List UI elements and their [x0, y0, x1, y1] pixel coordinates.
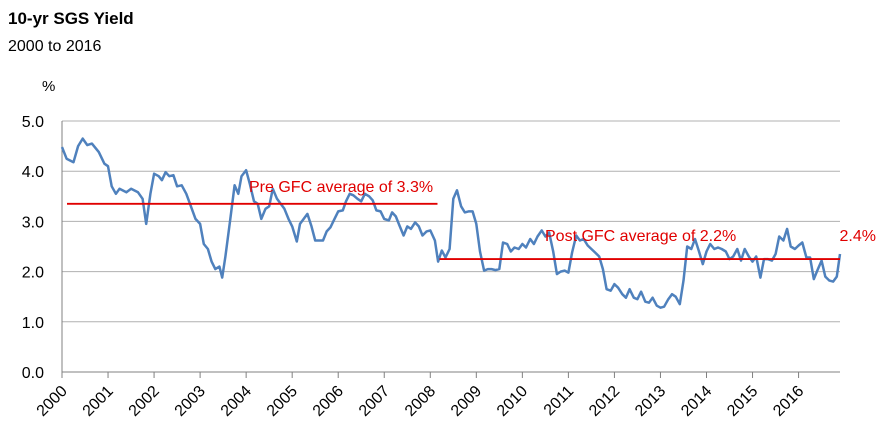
x-tick-label: 2009 — [448, 383, 485, 420]
y-tick-label: 2.0 — [22, 265, 44, 282]
x-tick-label: 2008 — [402, 383, 439, 420]
axes — [61, 121, 840, 378]
x-tick-label: 2005 — [264, 383, 301, 420]
x-tick-label: 2013 — [632, 383, 669, 420]
x-tick-label: 2016 — [770, 383, 807, 420]
y-tick-label: 0.0 — [22, 365, 44, 382]
x-tick-label: 2002 — [126, 383, 163, 420]
x-tick-label: 2010 — [494, 383, 531, 420]
x-tick-label: 2003 — [172, 383, 209, 420]
x-tick-labels: 2000 2001 2002 2003 2004 2005 2006 2007 2008 2009… — [34, 383, 808, 420]
chart-subtitle: 2000 to 2016 — [8, 38, 102, 55]
x-tick-label: 2001 — [80, 383, 117, 420]
post-gfc-average-label: Post GFC average of 2.2% — [545, 228, 736, 245]
y-tick-label: 5.0 — [22, 114, 44, 131]
x-tick-label: 2011 — [541, 383, 577, 419]
y-tick-labels: 0.0 1.0 2.0 3.0 4.0 5.0 — [22, 114, 44, 382]
latest-value-label: 2.4% — [840, 228, 876, 245]
x-tick-label: 2012 — [586, 383, 623, 420]
x-tick-label: 2004 — [218, 383, 255, 420]
y-tick-label: 3.0 — [22, 214, 44, 231]
series-layer — [60, 137, 842, 309]
chart-title: 10-yr SGS Yield — [8, 9, 134, 28]
annotations-layer: Pre GFC average of 3.3% Post GFC average … — [67, 179, 876, 260]
x-tick-label: 2007 — [356, 383, 393, 420]
y-tick-label: 1.0 — [22, 315, 44, 332]
y-axis-unit: % — [42, 78, 55, 95]
y-tick-label: 4.0 — [22, 164, 44, 181]
x-tick-label: 2000 — [34, 383, 71, 420]
pre-gfc-average-label: Pre GFC average of 3.3% — [249, 179, 433, 196]
x-tick-label: 2006 — [310, 383, 347, 420]
series-line — [60, 137, 842, 309]
x-tick-label: 2015 — [724, 383, 761, 420]
x-tick-label: 2014 — [678, 383, 715, 420]
